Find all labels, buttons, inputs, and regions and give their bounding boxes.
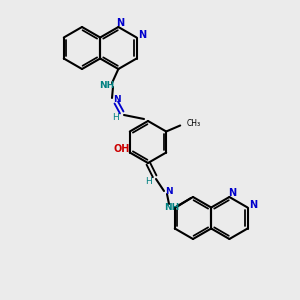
Text: N: N xyxy=(116,18,124,28)
Text: H: H xyxy=(146,178,152,187)
Text: N: N xyxy=(228,188,236,198)
Text: N: N xyxy=(165,188,173,196)
Text: N: N xyxy=(250,200,258,211)
Text: NH: NH xyxy=(164,202,180,211)
Text: N: N xyxy=(113,95,121,104)
Text: CH₃: CH₃ xyxy=(186,119,200,128)
Text: OH: OH xyxy=(114,143,130,154)
Text: NH: NH xyxy=(99,82,115,91)
Text: H: H xyxy=(112,113,119,122)
Text: N: N xyxy=(139,31,147,40)
